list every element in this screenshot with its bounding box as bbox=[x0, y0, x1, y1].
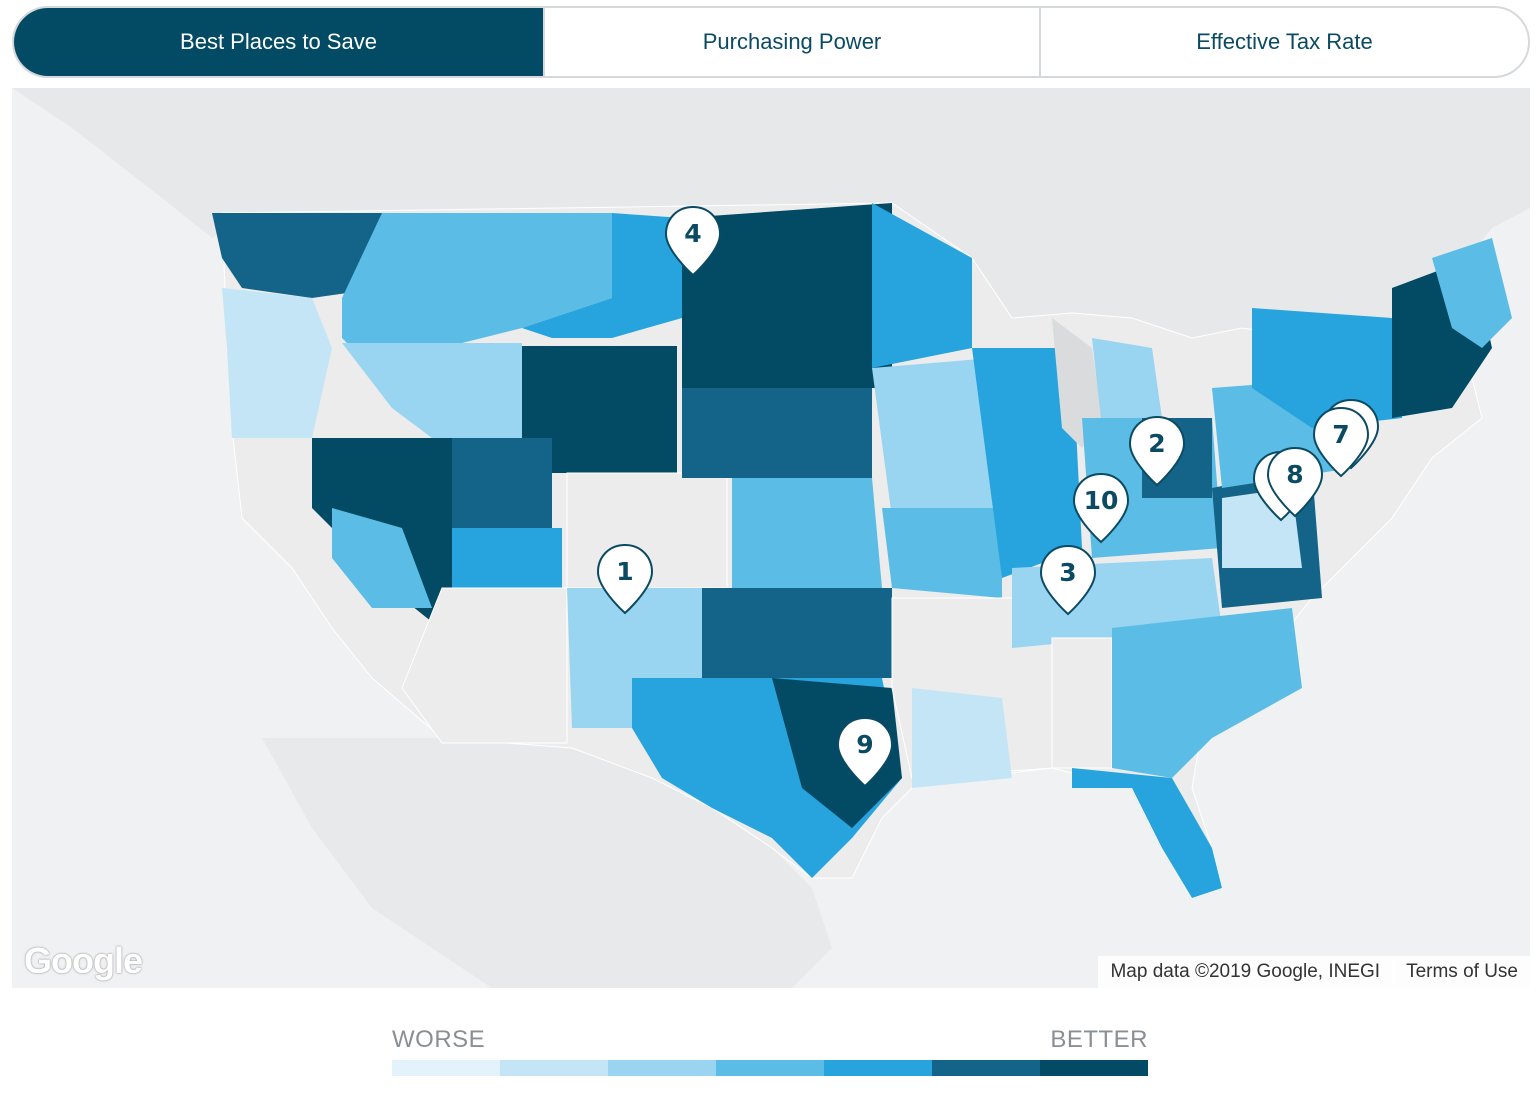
marker-rank: 2 bbox=[1148, 429, 1166, 458]
tab-purchasing-power[interactable]: Purchasing Power bbox=[543, 8, 1039, 76]
legend-swatch bbox=[716, 1060, 824, 1076]
tab-effective-tax-rate[interactable]: Effective Tax Rate bbox=[1039, 8, 1528, 76]
marker-rank: 7 bbox=[1332, 420, 1350, 449]
map-marker-4[interactable]: 4 bbox=[664, 205, 722, 277]
map-pin-icon bbox=[1128, 415, 1186, 487]
region-florida bbox=[1072, 768, 1222, 898]
region-nevada-west bbox=[332, 508, 432, 608]
marker-rank: 9 bbox=[856, 730, 874, 759]
legend-swatch bbox=[1040, 1060, 1148, 1076]
marker-rank: 1 bbox=[616, 557, 634, 586]
region-arizona-gray bbox=[401, 587, 568, 744]
marker-rank: 10 bbox=[1083, 486, 1119, 515]
map-marker-7[interactable]: 7 bbox=[1312, 406, 1370, 478]
region-georgia-carolinas bbox=[1112, 608, 1302, 778]
region-oregon bbox=[222, 288, 332, 438]
map-pin-icon bbox=[664, 205, 722, 277]
region-montana-east bbox=[522, 213, 682, 338]
region-illinois-indiana bbox=[972, 348, 1082, 578]
region-louisiana bbox=[912, 688, 1012, 788]
marker-rank: 3 bbox=[1059, 558, 1077, 587]
region-texas-east bbox=[772, 678, 902, 828]
map-data-attribution: Map data ©2019 Google, INEGI bbox=[1110, 961, 1381, 982]
legend-color-scale bbox=[392, 1060, 1148, 1076]
region-dakotas bbox=[682, 203, 892, 388]
view-tabs: Best Places to Save Purchasing Power Eff… bbox=[12, 6, 1530, 78]
map-marker-3[interactable]: 3 bbox=[1039, 544, 1097, 616]
legend-swatch bbox=[500, 1060, 608, 1076]
marker-rank: 4 bbox=[684, 219, 702, 248]
region-michigan bbox=[1092, 338, 1162, 428]
map-marker-1[interactable]: 1 bbox=[596, 543, 654, 615]
map-base bbox=[12, 88, 1530, 988]
map-pin-icon bbox=[1266, 446, 1324, 518]
region-minnesota bbox=[872, 203, 972, 368]
map-marker-2[interactable]: 2 bbox=[1128, 415, 1186, 487]
legend-swatch bbox=[932, 1060, 1040, 1076]
region-idaho-south bbox=[342, 343, 522, 438]
map-pin-icon bbox=[1039, 544, 1097, 616]
region-kansas bbox=[732, 478, 882, 588]
map-pin-icon bbox=[1312, 406, 1370, 478]
color-legend: WORSE BETTER bbox=[392, 1024, 1148, 1080]
region-great-lakes-water bbox=[1052, 318, 1102, 448]
region-alabama-gray bbox=[1051, 637, 1113, 769]
region-wyoming bbox=[522, 346, 677, 473]
tab-best-places-to-save[interactable]: Best Places to Save bbox=[14, 8, 543, 76]
region-iowa-missouri bbox=[872, 358, 1002, 518]
map-marker-10[interactable]: 10 bbox=[1072, 472, 1130, 544]
region-oklahoma bbox=[702, 588, 892, 678]
map-pin-icon bbox=[1072, 472, 1130, 544]
legend-swatch bbox=[608, 1060, 716, 1076]
region-new-york bbox=[1252, 308, 1402, 428]
google-logo: Google bbox=[24, 940, 143, 981]
terms-of-use-link[interactable]: Terms of Use bbox=[1392, 961, 1530, 983]
legend-swatch bbox=[824, 1060, 932, 1076]
map-attribution-bar: Map data ©2019 Google, INEGI Terms of Us… bbox=[1098, 956, 1530, 988]
region-washington bbox=[212, 213, 382, 298]
choropleth-map[interactable]: Google Map data ©2019 Google, INEGI Term… bbox=[12, 88, 1530, 988]
map-pin-icon bbox=[836, 716, 894, 788]
map-marker-8[interactable]: 8 bbox=[1266, 446, 1324, 518]
legend-swatch bbox=[392, 1060, 500, 1076]
marker-rank: 8 bbox=[1286, 460, 1304, 489]
map-marker-9[interactable]: 9 bbox=[836, 716, 894, 788]
legend-better-label: BETTER bbox=[1050, 1026, 1148, 1053]
region-missouri bbox=[882, 508, 1002, 598]
mexico-landmass bbox=[262, 738, 832, 988]
region-utah-south bbox=[452, 528, 562, 588]
map-pin-icon bbox=[596, 543, 654, 615]
region-maine bbox=[1432, 238, 1512, 348]
legend-worse-label: WORSE bbox=[392, 1026, 486, 1053]
